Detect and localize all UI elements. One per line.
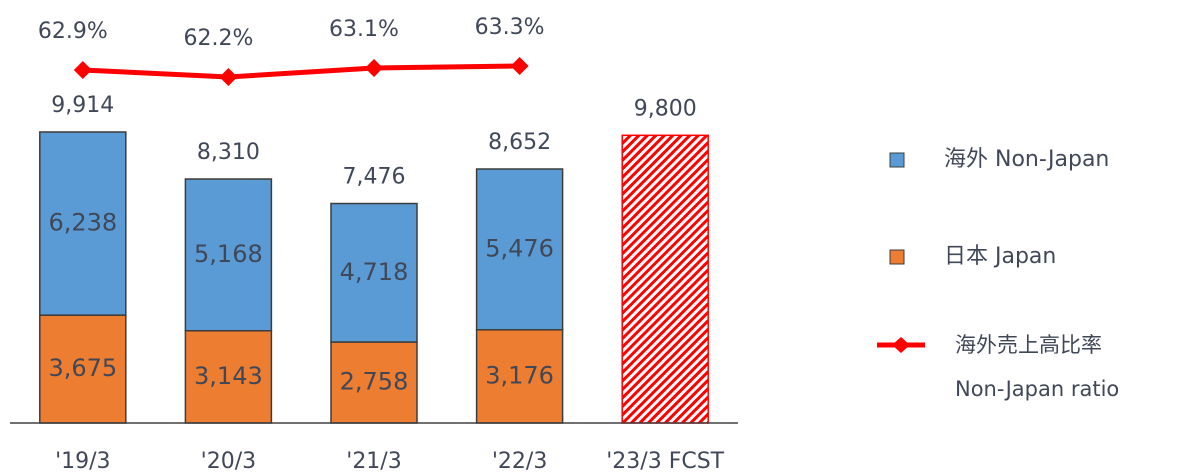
- ratio-label: 63.1%: [329, 17, 399, 42]
- x-tick-label: '20/3: [201, 449, 256, 473]
- legend-swatch: [889, 249, 905, 265]
- segment-label: 3,143: [194, 362, 263, 390]
- x-tick-label: '23/3 FCST: [606, 449, 724, 473]
- ratio-label: 62.2%: [183, 26, 253, 51]
- total-label: 9,800: [634, 96, 697, 121]
- ratio-marker: [510, 57, 529, 75]
- x-tick-label: '19/3: [55, 449, 110, 473]
- bar-segment: [184, 178, 273, 332]
- bar-segment: [330, 202, 418, 343]
- legend-label: 海外 Non-Japan: [944, 147, 1110, 172]
- bar-segment: [475, 168, 564, 331]
- x-tick-label: '21/3: [346, 449, 401, 473]
- segment-label: 5,476: [485, 234, 554, 262]
- ratio-label: 62.9%: [38, 19, 108, 44]
- legend-label: 日本 Japan: [944, 244, 1057, 269]
- bar-segment: [39, 131, 127, 316]
- ratio-marker: [365, 59, 383, 77]
- segment-label: 4,718: [340, 258, 409, 286]
- segment-label: 2,758: [340, 368, 409, 396]
- bar-segment: [39, 314, 127, 424]
- total-label: 9,914: [51, 93, 114, 118]
- segment-label: 3,176: [485, 361, 554, 389]
- total-label: 8,652: [488, 130, 551, 155]
- x-tick-label: '22/3: [492, 449, 547, 473]
- segment-label: 5,168: [194, 240, 263, 268]
- total-label: 8,310: [197, 140, 260, 165]
- legend-marker: [892, 337, 910, 353]
- segment-label: 3,675: [48, 354, 117, 382]
- segment-label: 6,238: [48, 209, 117, 237]
- ratio-line: [82, 63, 520, 80]
- total-label: 7,476: [343, 165, 406, 190]
- bar-segment: [475, 329, 564, 424]
- ratio-label: 63.3%: [475, 15, 545, 40]
- legend-swatch: [889, 152, 905, 168]
- forecast-bar: [621, 134, 709, 424]
- ratio-marker: [73, 61, 92, 79]
- ratio-marker: [219, 68, 238, 86]
- legend-label: 海外売上高比率 Non-Japan ratio: [955, 333, 1120, 401]
